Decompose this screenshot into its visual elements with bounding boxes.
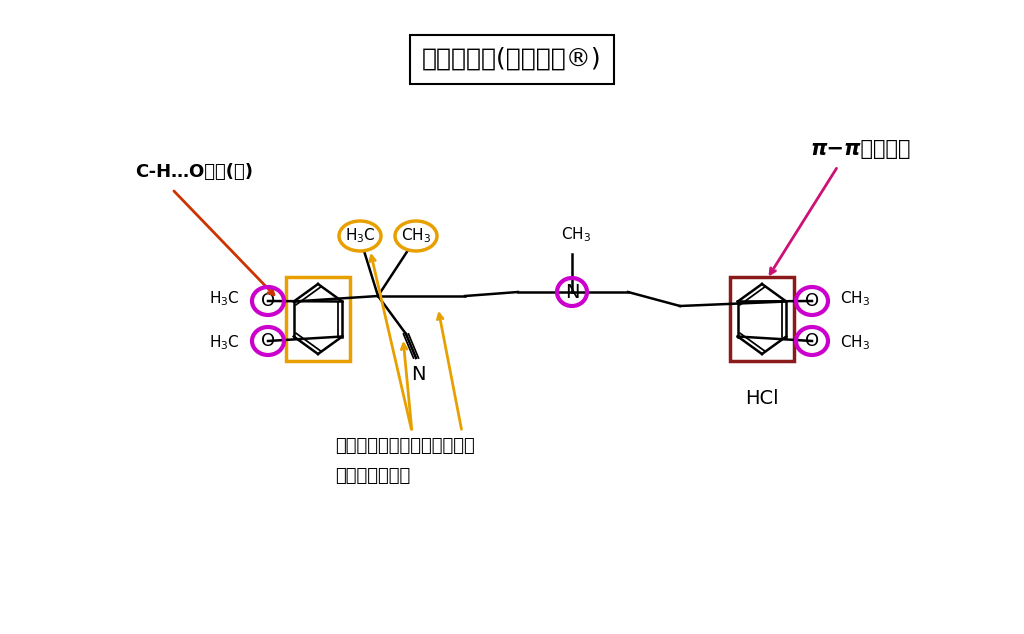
Text: N: N [411,365,425,384]
Text: CH$_3$: CH$_3$ [840,290,870,308]
Text: O: O [805,292,819,310]
Text: HCl: HCl [745,389,779,408]
Text: π−π相互作用: π−π相互作用 [810,139,910,159]
Text: CH$_3$: CH$_3$ [561,225,591,244]
Text: O: O [805,332,819,350]
Text: C-H…O結合(弱): C-H…O結合(弱) [135,163,253,181]
Text: O: O [261,332,275,350]
Text: 分子全体でアミノ酸４残基と: 分子全体でアミノ酸４残基と [335,437,475,455]
Text: O: O [261,292,275,310]
Text: H$_3$C: H$_3$C [345,226,376,245]
Ellipse shape [395,221,437,251]
Text: N: N [565,283,580,302]
Text: H$_3$C: H$_3$C [209,290,240,308]
Bar [730,277,794,361]
Text: 疏水性相互作用: 疏水性相互作用 [335,467,411,485]
Text: ベラパミル(ワソラン®): ベラパミル(ワソラン®) [422,47,602,71]
Text: H$_3$C: H$_3$C [209,333,240,353]
Bar [286,277,350,361]
Ellipse shape [339,221,381,251]
Text: CH$_3$: CH$_3$ [840,333,870,353]
Text: CH$_3$: CH$_3$ [401,226,431,245]
